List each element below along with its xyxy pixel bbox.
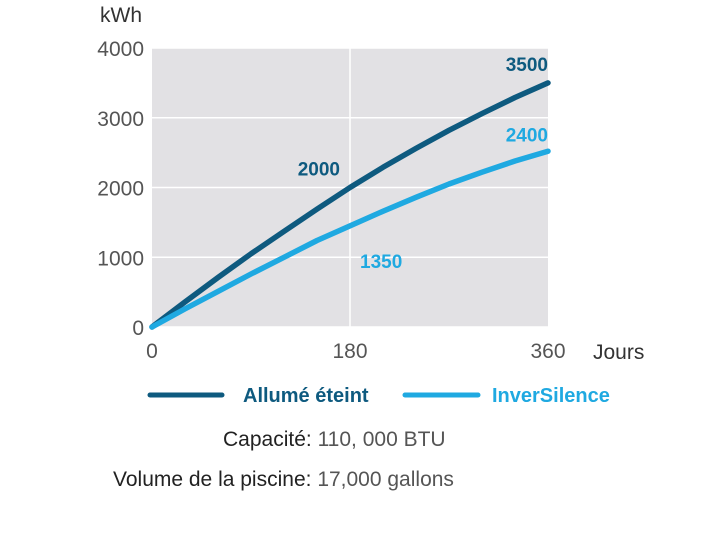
line-chart: 0 1000 2000 3000 4000 0 180 360 kWh Jours 2000… [97, 4, 644, 407]
pool-volume-value: 17,000 gallons [317, 468, 454, 491]
pool-volume-spec: Volume de la piscine: 17,000 gallons [113, 468, 454, 492]
capacity-spec: Capacité: 110, 000 BTU [223, 428, 446, 452]
legend-label: InverSilence [492, 385, 610, 407]
data-label: 1350 [360, 252, 402, 273]
x-tick-label: 0 [146, 340, 158, 363]
series-line-0 [149, 80, 551, 330]
capacity-label: Capacité: [223, 428, 312, 451]
data-label: 2000 [298, 160, 340, 181]
y-tick-label: 2000 [97, 178, 144, 201]
y-axis-ticks: 0 1000 2000 3000 4000 [97, 38, 144, 340]
y-tick-label: 1000 [97, 247, 144, 270]
data-label: 2400 [506, 126, 548, 147]
y-tick-label: 4000 [97, 38, 144, 61]
pool-volume-label: Volume de la piscine: [113, 468, 312, 491]
y-axis-label: kWh [100, 4, 142, 27]
x-axis-label: Jours [593, 341, 644, 364]
x-axis-ticks: 0 180 360 [146, 340, 565, 363]
legend: Allumé éteint InverSilence [147, 385, 610, 407]
data-labels: 2000 3500 1350 2400 [298, 55, 548, 273]
x-tick-label: 360 [530, 340, 565, 363]
data-label: 3500 [506, 55, 548, 76]
capacity-value: 110, 000 BTU [317, 428, 446, 451]
y-tick-label: 0 [132, 317, 144, 340]
x-tick-label: 180 [332, 340, 367, 363]
series-lines [149, 80, 551, 330]
legend-label: Allumé éteint [243, 385, 369, 407]
series-line-1 [149, 148, 551, 330]
y-tick-label: 3000 [97, 108, 144, 131]
